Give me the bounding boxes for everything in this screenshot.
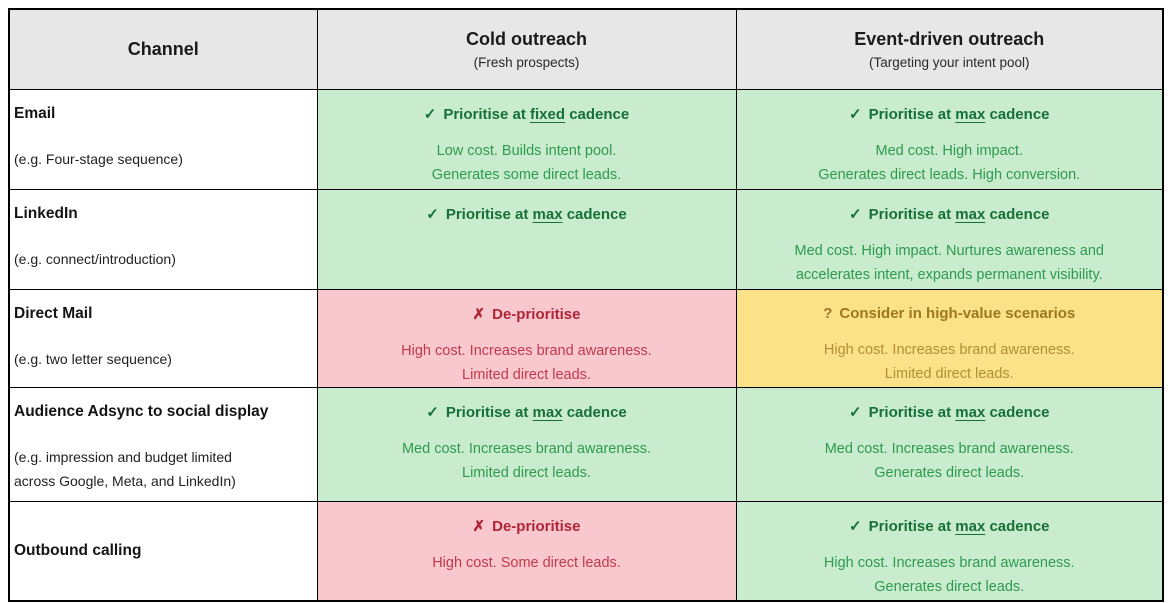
check-icon: ✓ bbox=[848, 205, 862, 223]
channel-cell-outbound-calling: Outbound calling bbox=[8, 500, 318, 602]
cell-notes: High cost. Increases brand awareness. Li… bbox=[401, 342, 652, 383]
column-header-channel: Channel bbox=[8, 8, 318, 90]
channel-comparison-table: Channel Cold outreach (Fresh prospects) … bbox=[8, 8, 1164, 602]
cell-verdict: ✓ Prioritise at fixed cadence bbox=[318, 105, 736, 123]
table-row-linkedin: LinkedIn (e.g. connect/introduction) ✓ Pr… bbox=[8, 188, 1164, 290]
cell-verdict: ✗ De-prioritise bbox=[318, 517, 736, 535]
cell-verdict: ✗ De-prioritise bbox=[318, 305, 736, 323]
check-icon: ✓ bbox=[426, 403, 439, 421]
channel-cell-email: Email (e.g. Four-stage sequence) bbox=[8, 88, 318, 190]
event-outreach-cell: ? Consider in high-value scenarios High c… bbox=[735, 288, 1164, 388]
cell-notes: Low cost. Builds intent pool. Generates … bbox=[431, 142, 622, 183]
header-row: Channel Cold outreach (Fresh prospects) … bbox=[8, 8, 1164, 90]
column-subtitle: (Fresh prospects) bbox=[473, 54, 580, 70]
channel-example: (e.g. impression and budget limited acro… bbox=[14, 448, 236, 489]
cold-outreach-cell: ✓ Prioritise at fixed cadence Low cost. B… bbox=[316, 88, 737, 190]
verdict-text: Prioritise at fixed cadence bbox=[443, 105, 630, 123]
channel-example: (e.g. connect/introduction) bbox=[14, 250, 176, 267]
verdict-text: De-prioritise bbox=[492, 305, 581, 323]
channel-name: LinkedIn bbox=[14, 204, 78, 222]
cell-notes: Med cost. Increases brand awareness. Lim… bbox=[401, 440, 652, 481]
cell-verdict: ✓ Prioritise at max cadence bbox=[737, 517, 1163, 535]
check-icon: ✓ bbox=[848, 517, 862, 535]
channel-name: Email bbox=[14, 104, 56, 122]
event-outreach-cell: ✓ Prioritise at max cadence Med cost. Hig… bbox=[735, 88, 1164, 190]
cell-verdict: ✓ Prioritise at max cadence bbox=[737, 205, 1163, 223]
event-outreach-cell: ✓ Prioritise at max cadence High cost. In… bbox=[735, 500, 1164, 602]
channel-example: (e.g. Four-stage sequence) bbox=[14, 150, 183, 167]
verdict-text: Prioritise at max cadence bbox=[445, 403, 627, 421]
column-subtitle: (Targeting your intent pool) bbox=[868, 54, 1030, 70]
verdict-text: Consider in high-value scenarios bbox=[839, 304, 1076, 322]
column-header-cold-outreach: Cold outreach (Fresh prospects) bbox=[316, 8, 737, 90]
cell-verdict: ✓ Prioritise at max cadence bbox=[737, 105, 1163, 123]
cell-notes: Med cost. Increases brand awareness. Gen… bbox=[824, 440, 1074, 481]
check-icon: ✓ bbox=[848, 403, 862, 421]
verdict-text: Prioritise at max cadence bbox=[868, 517, 1050, 535]
verdict-text: Prioritise at max cadence bbox=[445, 205, 627, 223]
check-icon: ✓ bbox=[423, 105, 437, 123]
cell-notes: High cost. Some direct leads. bbox=[432, 554, 621, 571]
check-icon: ✓ bbox=[848, 105, 862, 123]
channel-example: (e.g. two letter sequence) bbox=[14, 350, 172, 367]
question-icon: ? bbox=[823, 304, 833, 322]
event-outreach-cell: ✓ Prioritise at max cadence Med cost. Inc… bbox=[735, 386, 1164, 502]
x-icon: ✗ bbox=[472, 517, 486, 535]
table-row-outbound-calling: Outbound calling ✗ De-prioritise High cos… bbox=[8, 500, 1164, 602]
verdict-text: Prioritise at max cadence bbox=[868, 205, 1050, 223]
column-title: Channel bbox=[127, 38, 199, 59]
column-title: Cold outreach bbox=[465, 28, 587, 49]
cold-outreach-cell: ✓ Prioritise at max cadence bbox=[316, 188, 737, 290]
channel-name: Audience Adsync to social display bbox=[14, 402, 269, 420]
column-title: Event-driven outreach bbox=[854, 28, 1045, 49]
cell-notes: Med cost. High impact. Nurtures awarenes… bbox=[794, 242, 1104, 283]
cold-outreach-cell: ✗ De-prioritise High cost. Some direct le… bbox=[316, 500, 737, 602]
channel-name: Direct Mail bbox=[14, 304, 93, 322]
cell-verdict: ✓ Prioritise at max cadence bbox=[318, 205, 736, 223]
column-header-event-driven-outreach: Event-driven outreach (Targeting your in… bbox=[735, 8, 1164, 90]
check-icon: ✓ bbox=[426, 205, 439, 223]
table-row-direct-mail: Direct Mail (e.g. two letter sequence) ✗… bbox=[8, 288, 1164, 388]
cell-notes: High cost. Increases brand awareness. Ge… bbox=[823, 554, 1075, 595]
channel-name: Outbound calling bbox=[14, 541, 142, 559]
cell-verdict: ✓ Prioritise at max cadence bbox=[318, 403, 736, 421]
verdict-text: Prioritise at max cadence bbox=[868, 105, 1050, 123]
cell-notes: Med cost. High impact. Generates direct … bbox=[818, 142, 1081, 183]
cell-verdict: ? Consider in high-value scenarios bbox=[737, 305, 1163, 322]
table-row-audience-adsync: Audience Adsync to social display (e.g. … bbox=[8, 386, 1164, 502]
verdict-text: Prioritise at max cadence bbox=[868, 403, 1050, 421]
event-outreach-cell: ✓ Prioritise at max cadence Med cost. Hig… bbox=[735, 188, 1164, 290]
cold-outreach-cell: ✗ De-prioritise High cost. Increases bran… bbox=[316, 288, 737, 388]
x-icon: ✗ bbox=[472, 305, 486, 323]
cold-outreach-cell: ✓ Prioritise at max cadence Med cost. Inc… bbox=[316, 386, 737, 502]
verdict-text: De-prioritise bbox=[492, 517, 581, 535]
cell-verdict: ✓ Prioritise at max cadence bbox=[737, 403, 1163, 421]
table-row-email: Email (e.g. Four-stage sequence) ✓ Priori… bbox=[8, 88, 1164, 190]
channel-cell-linkedin: LinkedIn (e.g. connect/introduction) bbox=[8, 188, 318, 290]
channel-cell-direct-mail: Direct Mail (e.g. two letter sequence) bbox=[8, 288, 318, 388]
cell-notes: High cost. Increases brand awareness. Li… bbox=[823, 341, 1075, 382]
channel-cell-audience-adsync: Audience Adsync to social display (e.g. … bbox=[8, 386, 318, 502]
